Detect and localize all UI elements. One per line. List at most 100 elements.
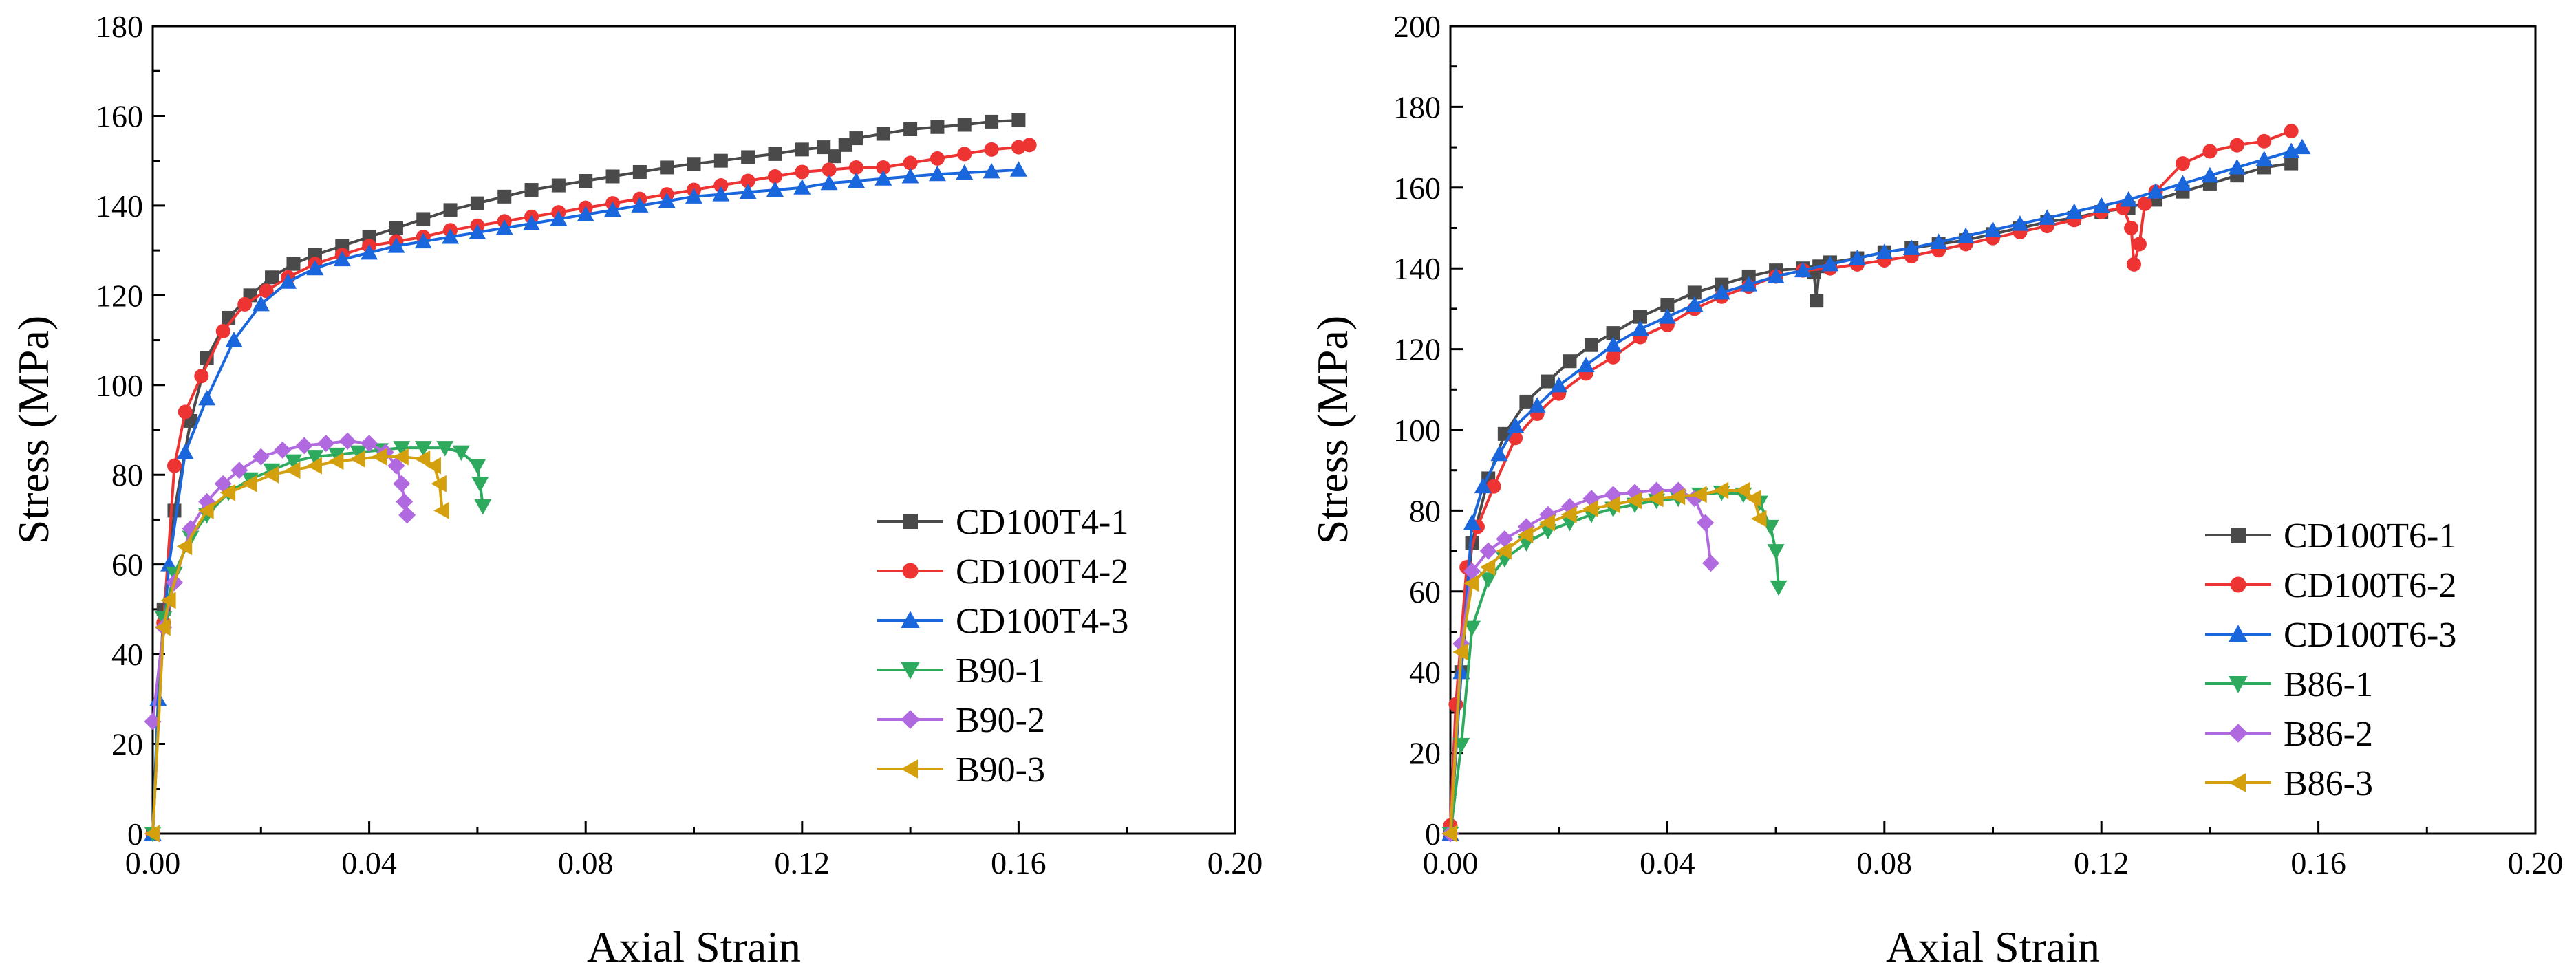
y-tick-label: 20 [111, 727, 143, 762]
plot-frame [151, 25, 1236, 835]
data-point [822, 162, 837, 177]
data-point [632, 164, 647, 179]
data-point [1713, 283, 1730, 300]
legend-marker [901, 611, 920, 628]
data-point [901, 167, 919, 184]
data-point [1957, 227, 1975, 243]
data-point [1541, 374, 1555, 389]
legend-marker [2229, 773, 2246, 792]
data-point [1767, 268, 1785, 283]
x-tick-label: 0.04 [341, 845, 397, 880]
data-point [849, 131, 863, 146]
legend-entry: B86-2 [2205, 715, 2373, 754]
data-point [1463, 514, 1481, 530]
x-axis-title: Axial Strain [587, 922, 801, 971]
data-point [2282, 142, 2300, 158]
series-line [151, 455, 444, 834]
data-point [219, 484, 236, 501]
data-point [1687, 285, 1702, 300]
data-point [1490, 445, 1508, 462]
data-point [2284, 156, 2299, 171]
data-point [416, 212, 431, 226]
series-B90-2 [144, 432, 416, 730]
data-point [2293, 138, 2311, 155]
data-point [317, 435, 335, 453]
legend-marker [2229, 676, 2248, 693]
data-point [605, 169, 620, 184]
data-point [685, 188, 702, 204]
data-point [389, 221, 403, 235]
x-tick-label: 0.04 [1640, 845, 1695, 880]
data-point [876, 127, 890, 141]
data-point [225, 332, 243, 347]
data-point [2120, 191, 2138, 207]
data-point [176, 538, 193, 556]
data-point [1702, 554, 1719, 572]
y-tick-label: 80 [1409, 493, 1441, 528]
data-point [2257, 133, 2272, 149]
y-tick-label: 0 [1425, 816, 1441, 852]
legend-label: B86-2 [2284, 715, 2373, 754]
data-point [1604, 496, 1620, 514]
data-point [387, 457, 405, 475]
data-point [1770, 580, 1788, 596]
data-point [579, 174, 593, 188]
data-point [930, 120, 945, 134]
data-point [469, 459, 486, 475]
legend-entry: CD100T6-1 [2205, 517, 2456, 556]
legend-label: B90-3 [956, 750, 1045, 790]
data-point [874, 170, 892, 186]
data-point [160, 592, 176, 609]
data-point [660, 160, 674, 175]
data-point [1560, 506, 1577, 523]
data-point [1582, 499, 1599, 517]
data-point [903, 122, 918, 137]
data-point [1626, 492, 1642, 510]
data-point [431, 475, 447, 492]
legend-entry: CD100T4-1 [877, 503, 1128, 542]
data-point [1876, 243, 1893, 259]
legend-marker [2229, 625, 2248, 642]
data-point [442, 228, 460, 244]
data-point [361, 435, 378, 453]
y-tick-label: 160 [1393, 171, 1441, 206]
data-point [284, 462, 301, 479]
data-point [284, 454, 302, 470]
data-point [739, 183, 757, 199]
chart-panel-left: 0.00 0.04 0.08 0.12 0.16 0.20 0 20 40 60 80 100 120 1… [9, 9, 1263, 971]
data-point [1669, 488, 1686, 506]
data-point [957, 147, 972, 162]
data-point [2137, 196, 2152, 211]
data-point [551, 178, 566, 193]
legend-marker [901, 759, 918, 779]
data-point [274, 441, 292, 459]
data-point [524, 183, 539, 197]
data-point [768, 147, 782, 161]
data-point [1686, 296, 1704, 312]
data-point [1517, 526, 1534, 544]
data-point [1648, 490, 1664, 508]
data-point [176, 444, 194, 459]
data-point [740, 173, 755, 188]
data-point [471, 477, 489, 492]
data-point [984, 142, 999, 157]
data-point [577, 206, 594, 221]
legend-marker [901, 710, 920, 729]
data-point [474, 499, 492, 515]
series-line [1449, 129, 2292, 826]
data-point [328, 447, 345, 464]
data-point [2092, 197, 2110, 213]
data-point [1539, 514, 1555, 532]
chart-panel-right: 0.00 0.04 0.08 0.12 0.16 0.20 0 20 40 60 80 100 120 1… [1308, 9, 2563, 971]
x-tick-label: 0.20 [1208, 845, 1263, 880]
data-point [795, 164, 810, 180]
y-axis-title: Stress (MPa) [1308, 316, 1357, 544]
data-point [414, 441, 432, 457]
y-tick-label: 140 [1393, 251, 1441, 286]
y-tick-label: 100 [96, 368, 143, 403]
data-point [631, 197, 649, 213]
data-point [1507, 417, 1525, 433]
data-point [2127, 257, 2142, 272]
data-point [470, 196, 484, 210]
data-point [985, 114, 999, 129]
